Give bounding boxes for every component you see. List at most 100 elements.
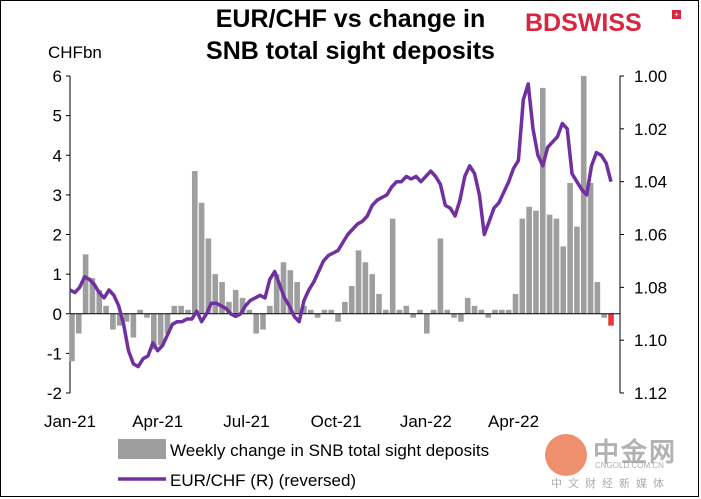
watermark-domain: CNGOLD.COM.CN	[595, 461, 664, 470]
bdswiss-logo: BDSWISS	[525, 9, 642, 38]
x-axis-tick-label: Jan-22	[400, 412, 452, 431]
bar-mark	[144, 313, 150, 318]
bar-mark	[444, 309, 451, 314]
right-axis-tick-label: 1.02	[634, 120, 667, 139]
bar-mark	[253, 313, 259, 334]
bar-mark	[328, 309, 335, 314]
bar-mark	[423, 313, 430, 334]
bar-mark	[553, 218, 560, 314]
bar-mark	[574, 226, 580, 314]
bar-mark	[137, 309, 143, 314]
chart-title-line2: SNB total sight deposits	[206, 37, 495, 65]
bar-mark	[505, 309, 512, 314]
left-axis-tick-label: 3	[53, 186, 62, 205]
swiss-cross-icon: +	[672, 10, 681, 19]
right-axis-tick-label: 1.08	[634, 278, 667, 297]
bar-mark	[464, 297, 471, 314]
bar-mark	[75, 313, 82, 334]
left-axis-tick-label: 2	[53, 226, 62, 245]
bar-mark	[458, 313, 464, 322]
watermark-logo-icon	[545, 434, 587, 476]
bar-mark	[519, 218, 526, 314]
bar-mark	[280, 262, 287, 314]
watermark-name: 中金网	[593, 437, 678, 467]
bar-mark	[567, 182, 573, 314]
bar-mark	[471, 305, 478, 314]
bar-mark	[287, 270, 294, 314]
bar-mark	[191, 171, 198, 314]
bar-mark	[594, 282, 601, 314]
left-axis-tick-label: 4	[53, 146, 62, 165]
bar-mark	[116, 313, 123, 326]
bar-mark	[451, 313, 457, 318]
bar-mark	[526, 206, 532, 314]
bar-mark	[348, 286, 355, 314]
bar-mark	[512, 293, 519, 314]
bar-mark	[273, 274, 280, 314]
bar-mark	[157, 313, 164, 346]
bar-mark	[212, 274, 219, 314]
x-axis-tick-label: Apr-22	[488, 412, 539, 431]
left-axis-tick-label: 5	[53, 107, 62, 126]
bar-mark	[198, 202, 205, 314]
left-axis-tick-label: 0	[53, 305, 62, 324]
legend-label-bars: Weekly change in SNB total sight deposit…	[170, 441, 489, 460]
bar-mark	[82, 254, 89, 314]
bar-mark	[335, 313, 341, 322]
bar-mark	[103, 305, 109, 314]
left-axis-tick-label: -2	[47, 384, 62, 403]
watermark-tagline: 中文财经新媒体	[551, 478, 670, 490]
bar-mark	[164, 313, 171, 334]
bar-mark	[123, 313, 130, 322]
right-axis-tick-label: 1.00	[634, 67, 667, 86]
bar-mark	[185, 309, 191, 314]
bar-mark	[178, 305, 184, 314]
bar-mark	[560, 246, 567, 314]
bar-mark	[410, 313, 416, 318]
bar-mark	[89, 278, 96, 314]
bar-mark	[396, 309, 403, 314]
bar-mark	[437, 238, 444, 314]
left-axis-tick-label: -1	[47, 344, 62, 363]
bar-mark	[301, 305, 307, 314]
bar-mark	[267, 305, 273, 314]
right-axis-tick-label: 1.12	[634, 384, 667, 403]
left-axis-tick-label: 1	[53, 265, 62, 284]
logo-text-bd: BD	[525, 9, 562, 37]
right-axis-tick-label: 1.06	[634, 226, 667, 245]
bar-mark	[539, 87, 546, 314]
bar-mark	[499, 309, 505, 314]
left-axis-tick-label: 6	[53, 67, 62, 86]
bar-mark	[205, 238, 212, 314]
bar-mark	[355, 250, 362, 314]
bar-mark	[417, 309, 423, 314]
bar-mark	[130, 313, 137, 338]
bar-mark	[342, 301, 348, 314]
eurchf-line	[69, 82, 613, 369]
bar-mark	[96, 289, 103, 314]
right-axis-tick-label: 1.04	[634, 173, 667, 192]
x-axis-tick-label: Apr-21	[132, 412, 183, 431]
cngold-watermark: 中金网 CNGOLD.COM.CN 中文财经新媒体	[545, 430, 695, 490]
bar-mark	[492, 309, 498, 314]
bar-mark	[69, 313, 75, 362]
bar-mark	[314, 313, 321, 318]
bar-mark	[546, 214, 553, 314]
chart-title-line1: EUR/CHF vs change in	[215, 5, 486, 33]
bar-mark	[587, 182, 594, 314]
bar-mark	[485, 313, 491, 318]
bar-mark	[307, 309, 314, 314]
bar-mark	[389, 218, 396, 314]
bar-mark-latest	[608, 313, 614, 326]
bar-mark	[376, 293, 382, 314]
bar-mark	[260, 313, 266, 330]
bar-mark	[362, 262, 369, 314]
bar-mark	[294, 282, 300, 314]
bar-mark	[601, 313, 608, 318]
bar-mark	[533, 210, 539, 314]
x-axis-tick-label: Oct-21	[311, 412, 362, 431]
x-axis-tick-label: Jul-21	[223, 412, 269, 431]
left-axis-unit-label: CHFbn	[48, 43, 102, 62]
bar-mark	[171, 305, 178, 314]
